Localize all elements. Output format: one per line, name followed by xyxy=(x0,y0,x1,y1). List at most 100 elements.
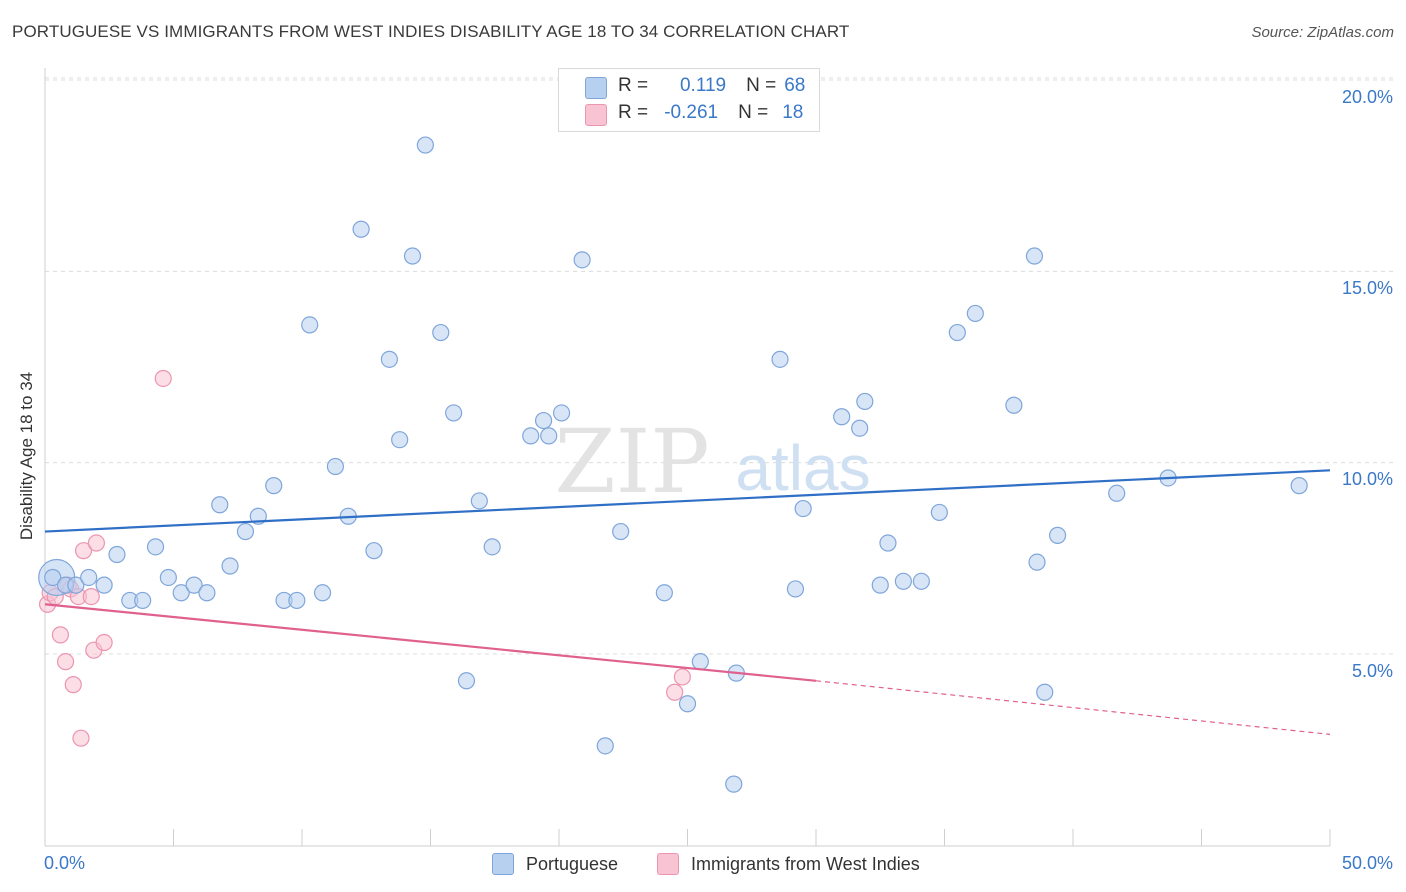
data-point-portuguese xyxy=(185,576,203,594)
y-tick-label-10: 10.0% xyxy=(1341,469,1393,489)
data-point-immigrants xyxy=(154,369,172,388)
data-point-immigrants xyxy=(87,534,106,552)
legend-swatch-portuguese xyxy=(585,77,607,99)
data-point-portuguese xyxy=(1036,683,1054,701)
data-point-portuguese xyxy=(552,404,571,422)
x-tick-label-min: 0.0% xyxy=(44,853,86,873)
y-tick-label-5: 5.0% xyxy=(1351,661,1393,681)
trendline-immigrants xyxy=(44,603,817,682)
bottom-legend-label-portuguese: Portuguese xyxy=(526,853,619,874)
data-point-portuguese xyxy=(856,392,874,411)
trendlines xyxy=(44,469,1331,735)
data-point-portuguese xyxy=(265,477,283,495)
axes xyxy=(44,68,1331,847)
bottom-legend-swatch-portuguese xyxy=(492,853,514,875)
data-point-portuguese xyxy=(534,411,553,430)
data-point-portuguese xyxy=(851,419,869,437)
data-point-portuguese xyxy=(67,576,85,594)
data-point-portuguese xyxy=(522,427,540,445)
data-point-portuguese xyxy=(725,775,743,793)
data-point-portuguese xyxy=(483,538,501,556)
data-point-portuguese xyxy=(44,568,62,587)
legend-r-label: R = xyxy=(618,75,649,96)
data-point-portuguese xyxy=(691,653,709,671)
data-point-portuguese xyxy=(211,496,229,514)
bottom-legend-swatch-immigrants xyxy=(657,853,679,875)
data-point-portuguese xyxy=(1028,553,1046,571)
data-point-portuguese xyxy=(655,584,673,602)
data-point-portuguese xyxy=(432,323,450,342)
watermark: ZIP atlas xyxy=(554,410,870,513)
data-point-portuguese xyxy=(403,247,422,265)
data-point-portuguese xyxy=(80,568,98,587)
data-point-portuguese xyxy=(1005,396,1023,414)
data-point-portuguese xyxy=(1290,477,1308,495)
data-point-portuguese xyxy=(457,672,476,690)
data-point-portuguese xyxy=(1025,247,1044,265)
data-point-portuguese xyxy=(221,557,239,575)
chart-title: PORTUGUESE VS IMMIGRANTS FROM WEST INDIE… xyxy=(12,22,850,41)
data-point-portuguese xyxy=(172,584,190,602)
gridlines xyxy=(45,77,1393,655)
data-point-portuguese xyxy=(596,737,614,755)
data-point-portuguese xyxy=(198,584,216,602)
watermark-atlas: atlas xyxy=(735,432,870,504)
data-point-portuguese xyxy=(134,591,152,610)
bottom-legend-immigrants: Immigrants from West Indies xyxy=(657,852,920,876)
data-point-portuguese xyxy=(794,499,812,518)
data-point-portuguese xyxy=(108,545,126,564)
data-point-portuguese xyxy=(612,522,630,541)
legend-row-portuguese: R = 0.119 N = 68 xyxy=(618,75,805,97)
data-point-portuguese xyxy=(930,503,948,522)
stats-legend: R = 0.119 N = 68 R = -0.261 N = 18 xyxy=(558,68,820,132)
legend-n-value: 18 xyxy=(782,102,804,123)
watermark-zip: ZIP xyxy=(554,410,709,513)
bottom-legend-portuguese: Portuguese xyxy=(492,852,618,876)
data-point-portuguese xyxy=(445,404,463,422)
data-point-immigrants xyxy=(64,676,82,694)
y-tick-label-20: 20.0% xyxy=(1341,87,1393,107)
data-point-immigrants xyxy=(74,542,93,560)
data-point-portuguese xyxy=(416,136,434,154)
legend-n-label: N = xyxy=(746,75,777,96)
data-point-portuguese xyxy=(573,251,591,269)
source-label: Source: ZipAtlas.com xyxy=(1251,24,1394,41)
data-point-immigrants xyxy=(673,668,691,686)
series-portuguese-points xyxy=(38,136,1308,793)
legend-r-value: 0.119 xyxy=(679,75,727,96)
data-point-portuguese xyxy=(966,304,984,323)
data-point-portuguese xyxy=(159,568,177,587)
data-point-portuguese xyxy=(326,457,345,476)
data-point-portuguese xyxy=(833,408,851,426)
y-tick-label-15: 15.0% xyxy=(1341,278,1393,298)
data-point-immigrants xyxy=(51,626,70,644)
legend-row-immigrants: R = -0.261 N = 18 xyxy=(618,102,803,124)
data-point-immigrants xyxy=(72,729,90,747)
data-point-portuguese xyxy=(236,522,255,541)
data-point-portuguese xyxy=(678,695,697,713)
bottom-legend-label-immigrants: Immigrants from West Indies xyxy=(691,853,920,874)
data-point-portuguese xyxy=(540,427,558,445)
data-point-portuguese xyxy=(786,580,805,598)
data-point-portuguese xyxy=(879,534,897,552)
data-point-portuguese xyxy=(301,316,319,334)
data-point-portuguese xyxy=(912,572,930,590)
data-point-portuguese xyxy=(894,572,912,590)
data-point-portuguese xyxy=(352,220,370,238)
data-point-portuguese xyxy=(380,350,398,368)
data-point-immigrants xyxy=(95,633,113,652)
legend-n-label: N = xyxy=(738,102,769,123)
data-point-portuguese xyxy=(313,584,332,602)
data-point-immigrants xyxy=(82,587,100,606)
data-point-portuguese xyxy=(1048,526,1067,544)
data-point-portuguese xyxy=(948,323,966,342)
trendline-portuguese xyxy=(44,469,1331,533)
legend-r-value: -0.261 xyxy=(664,102,719,123)
data-point-immigrants xyxy=(666,683,684,701)
data-point-portuguese xyxy=(470,492,488,510)
data-point-portuguese xyxy=(771,350,789,368)
legend-r-label: R = xyxy=(618,102,649,123)
data-point-portuguese xyxy=(95,576,113,594)
data-point-portuguese xyxy=(146,538,165,556)
